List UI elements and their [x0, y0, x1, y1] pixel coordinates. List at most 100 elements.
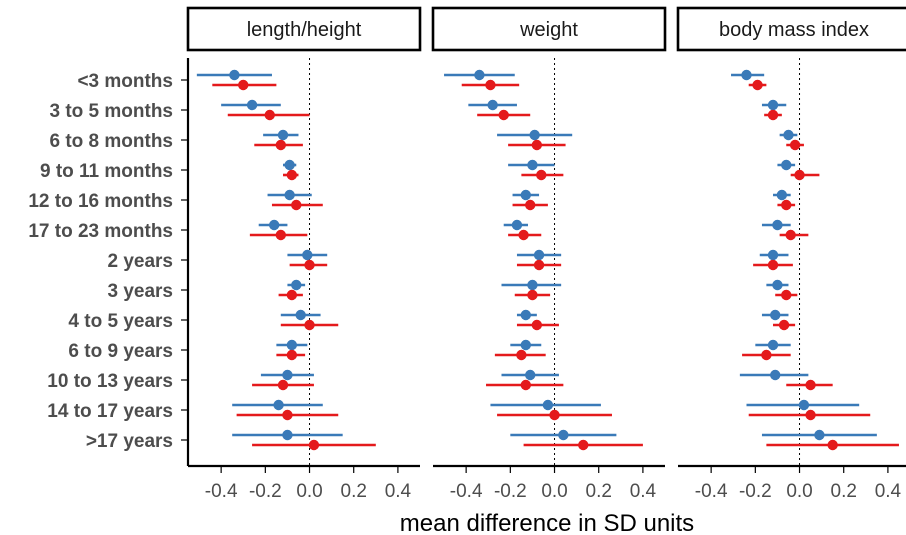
point-estimate	[770, 369, 781, 381]
panel-title: length/height	[247, 19, 362, 41]
series-red	[212, 79, 376, 451]
panel-3: body mass index -0.4 -0.2 0.0 0.2 0.4	[676, 6, 906, 502]
point-estimate	[291, 279, 302, 291]
x-tick-label: -0.2	[739, 481, 772, 502]
x-tick-label: 0.4	[875, 481, 902, 502]
point-estimate	[229, 69, 240, 81]
point-estimate	[238, 79, 249, 91]
point-estimate	[268, 219, 280, 231]
point-estimate	[536, 169, 547, 181]
point-estimate	[781, 289, 792, 301]
point-estimate	[302, 249, 313, 261]
x-tick-label: -0.4	[695, 481, 728, 502]
point-estimate	[282, 429, 293, 441]
point-estimate	[485, 79, 496, 91]
y-tick-label: 4 to 5 years	[68, 311, 173, 332]
point-estimate	[549, 409, 560, 421]
point-estimate	[752, 79, 763, 91]
y-tick-label: 3 to 5 months	[49, 101, 173, 122]
point-estimate	[286, 169, 298, 181]
x-tick-label: 0.4	[385, 481, 412, 502]
x-tick-label: -0.2	[494, 481, 527, 502]
x-tick-label: -0.4	[205, 481, 238, 502]
point-estimate	[805, 409, 816, 421]
point-estimate	[520, 339, 531, 351]
point-estimate	[511, 219, 523, 231]
y-tick-label: <3 months	[77, 71, 173, 92]
point-estimate	[518, 229, 529, 241]
point-estimate	[487, 99, 498, 111]
point-estimate	[282, 409, 293, 421]
x-tick-label: -0.4	[450, 481, 483, 502]
point-estimate	[741, 69, 752, 81]
point-estimate	[778, 319, 790, 331]
y-tick-label: 2 years	[107, 251, 173, 272]
point-estimate	[284, 189, 295, 201]
series-blue	[731, 69, 877, 441]
point-estimate	[533, 259, 545, 271]
point-estimate	[282, 369, 293, 381]
y-tick-label: 3 years	[107, 281, 173, 302]
point-estimate	[794, 169, 805, 181]
series-blue	[196, 69, 343, 441]
point-estimate	[776, 189, 788, 201]
point-estimate	[533, 249, 545, 261]
point-estimate	[767, 99, 779, 111]
point-estimate	[277, 379, 289, 391]
x-tick-label: 0.2	[831, 481, 857, 502]
point-estimate	[770, 309, 781, 321]
point-estimate	[789, 139, 801, 151]
point-estimate	[767, 259, 779, 271]
panel-strip	[431, 6, 667, 52]
point-estimate	[295, 309, 306, 321]
point-estimate	[520, 379, 531, 391]
x-axis-title: mean difference in SD units	[400, 510, 694, 535]
y-tick-label: 14 to 17 years	[47, 401, 173, 422]
point-estimate	[814, 429, 825, 441]
point-estimate	[761, 349, 772, 361]
point-estimate	[529, 129, 540, 141]
point-estimate	[772, 219, 783, 231]
panel-2: weight -0.4 -0.2 0.0 0.2 0.4	[431, 6, 667, 502]
point-estimate	[785, 229, 796, 241]
x-tick-label: 0.0	[296, 481, 322, 502]
panel-strip	[186, 6, 422, 52]
point-estimate	[286, 339, 298, 351]
point-estimate	[527, 279, 538, 291]
point-estimate	[767, 109, 779, 121]
point-estimate	[284, 159, 295, 171]
y-tick-label: 10 to 13 years	[47, 371, 173, 392]
panel-title: weight	[519, 19, 578, 41]
series-red	[461, 79, 643, 451]
y-tick-label: 9 to 11 months	[40, 161, 173, 182]
point-estimate	[275, 229, 286, 241]
point-estimate	[525, 369, 536, 381]
panel-1: length/height -0.4 -0.2 0.0 0.2 0.4	[186, 6, 422, 502]
y-tick-label: 6 to 9 years	[68, 341, 173, 362]
point-estimate	[772, 279, 783, 291]
point-estimate	[527, 159, 538, 171]
x-tick-label: 0.0	[541, 481, 567, 502]
point-estimate	[520, 189, 531, 201]
panel-strip	[676, 6, 906, 52]
y-tick-label: 17 to 23 months	[28, 221, 173, 242]
x-tick-label: 0.2	[586, 481, 612, 502]
series-red	[742, 79, 899, 451]
point-estimate	[578, 439, 589, 451]
y-tick-label: 12 to 16 months	[28, 191, 173, 212]
y-tick-label: 6 to 8 months	[49, 131, 173, 152]
point-estimate	[542, 399, 554, 411]
panel-title: body mass index	[719, 19, 869, 41]
point-estimate	[805, 379, 816, 391]
point-estimate	[798, 399, 810, 411]
point-estimate	[783, 129, 794, 141]
point-estimate	[277, 129, 289, 141]
point-estimate	[781, 159, 792, 171]
point-estimate	[531, 319, 543, 331]
point-estimate	[767, 249, 779, 261]
point-estimate	[308, 439, 320, 451]
x-tick-label: 0.2	[341, 481, 367, 502]
point-estimate	[498, 109, 509, 121]
x-tick-label: -0.2	[249, 481, 282, 502]
point-estimate	[304, 259, 315, 271]
